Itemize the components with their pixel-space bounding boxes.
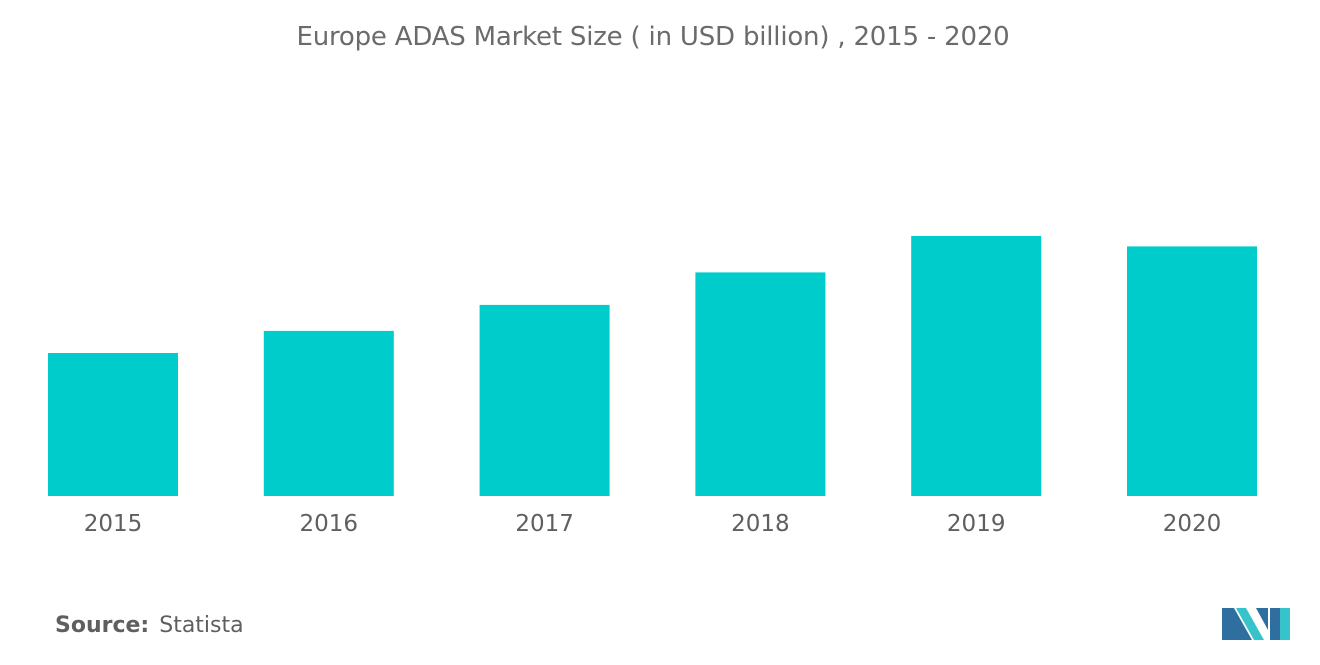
x-tick-label-2019: 2019 <box>947 511 1006 537</box>
chart-title: Europe ADAS Market Size ( in USD billion… <box>296 22 1010 52</box>
x-tick-label-2020: 2020 <box>1163 511 1222 537</box>
source-label: Source: <box>55 613 150 638</box>
source-note: Source: Statista <box>55 613 244 638</box>
bar-2016 <box>263 330 394 496</box>
x-tick-label-2015: 2015 <box>84 511 143 537</box>
bar-2020 <box>1127 246 1257 496</box>
x-tick-label-2016: 2016 <box>300 511 359 537</box>
x-tick-label-2017: 2017 <box>515 511 574 537</box>
bar-2017 <box>479 304 610 496</box>
brand-logo-icon <box>1222 608 1290 640</box>
source-value: Statista <box>159 613 244 638</box>
bar-2018 <box>695 272 826 496</box>
bar-2019 <box>911 236 1042 496</box>
x-tick-label-2018: 2018 <box>731 511 790 537</box>
bar-2015 <box>48 353 178 496</box>
